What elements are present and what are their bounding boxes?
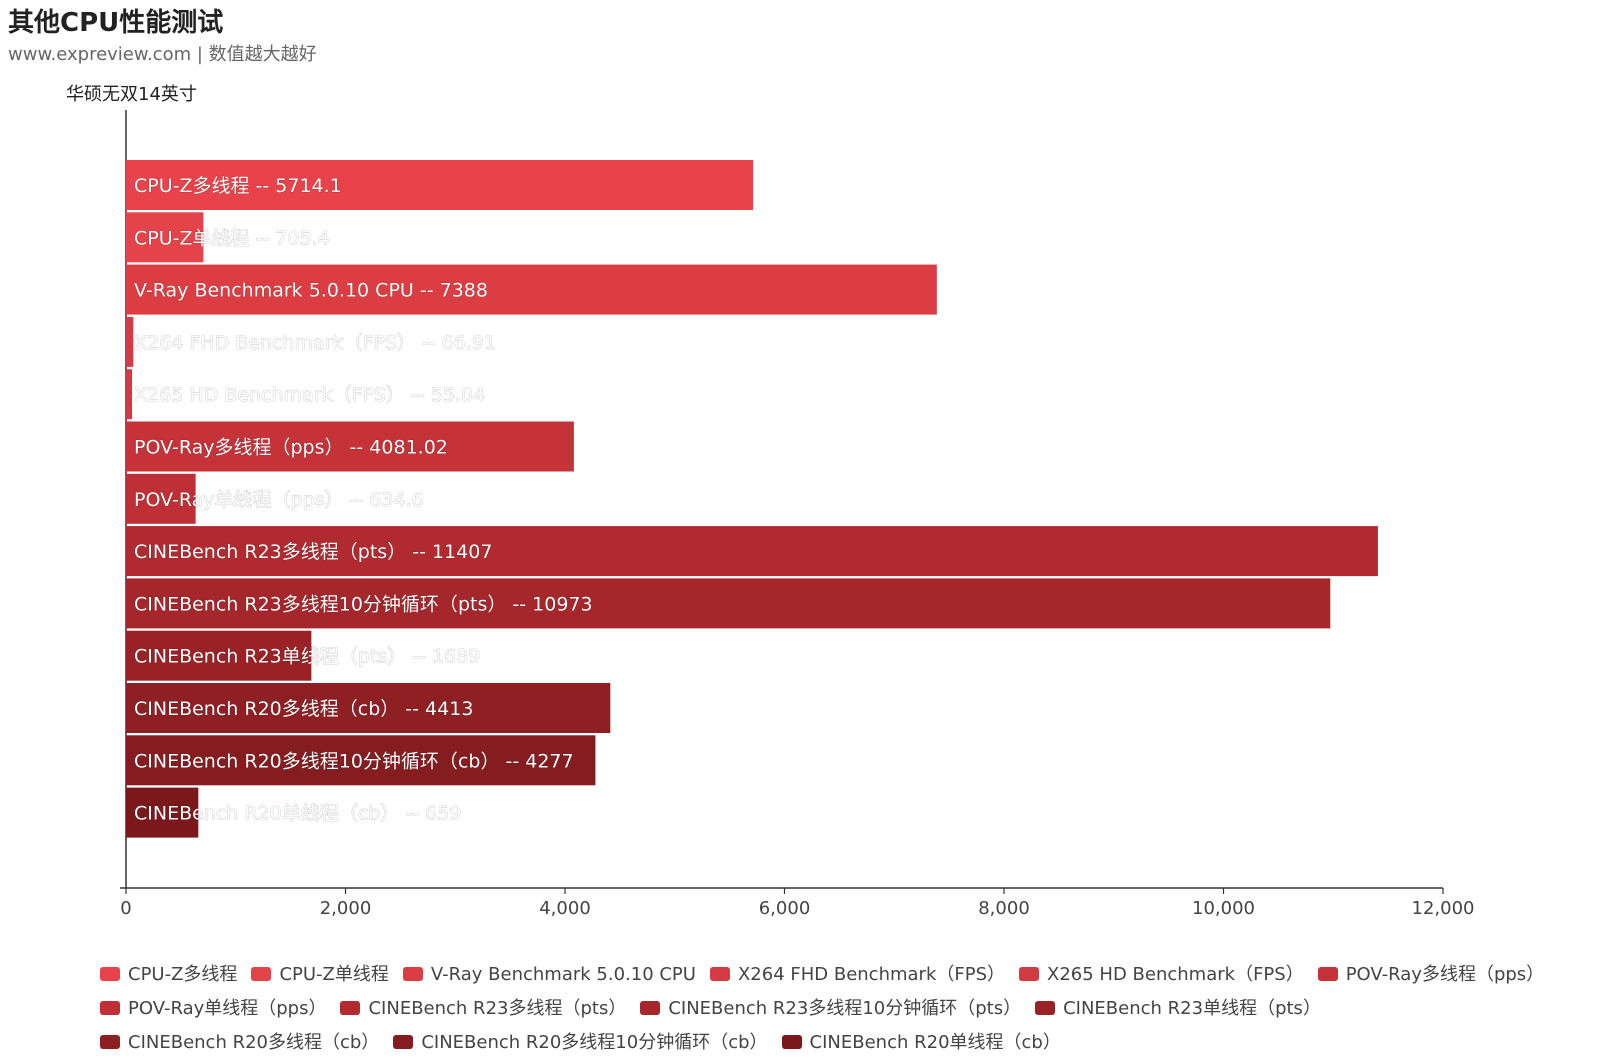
bar-data-label: CPU-Z多线程 -- 5714.1	[134, 175, 342, 197]
bar-data-label: CINEBench R20多线程10分钟循环（cb） -- 4277	[134, 750, 574, 772]
legend-item[interactable]: CPU-Z多线程	[100, 960, 237, 986]
legend-item[interactable]: CINEBench R20多线程（cb）	[100, 1028, 379, 1054]
legend-label: CINEBench R23单线程（pts）	[1063, 998, 1321, 1019]
legend-swatch	[340, 1001, 361, 1015]
legend-swatch	[100, 1035, 120, 1049]
bar	[126, 630, 312, 681]
legend-label: CINEBench R20单线程（cb）	[809, 1032, 1061, 1053]
bar-data-label: V-Ray Benchmark 5.0.10 CPU -- 7388	[134, 280, 488, 302]
bar	[126, 264, 937, 315]
legend-item[interactable]: X264 FHD Benchmark（FPS）	[709, 960, 1006, 986]
legend-swatch	[1035, 1001, 1056, 1015]
legend-label: POV-Ray多线程（pps）	[1345, 964, 1545, 985]
legend-item[interactable]: CINEBench R23多线程（pts）	[340, 994, 626, 1020]
x-tick-label: 0	[120, 898, 131, 919]
bar-data-label: CINEBench R20多线程（cb） -- 4413	[134, 698, 473, 720]
bar	[126, 369, 133, 420]
legend-label: CPU-Z单线程	[279, 964, 389, 985]
bar-data-label: CPU-Z单线程 -- 705.4	[134, 227, 330, 249]
legend-label: CPU-Z多线程	[128, 964, 238, 985]
legend-swatch	[100, 1001, 120, 1015]
bar-data-label: POV-Ray单线程（pps） -- 634.6	[134, 489, 424, 511]
bar	[126, 421, 574, 472]
legend-label: POV-Ray单线程（pps）	[128, 998, 327, 1019]
legend-item[interactable]: POV-Ray多线程（pps）	[1317, 960, 1545, 986]
legend-item[interactable]: CPU-Z单线程	[251, 960, 389, 986]
legend-label: CINEBench R23多线程10分钟循环（pts）	[668, 998, 1022, 1019]
legend-swatch	[402, 967, 423, 981]
bar	[126, 473, 196, 524]
bar	[126, 735, 596, 786]
legend-swatch	[781, 1035, 802, 1049]
bar	[126, 316, 134, 367]
legend-label: CINEBench R23多线程（pts）	[368, 998, 627, 1019]
legend-swatch	[100, 967, 120, 981]
legend-swatch	[640, 1001, 661, 1015]
legend-label: X265 HD Benchmark（FPS）	[1047, 964, 1304, 985]
x-tick-label: 2,000	[320, 898, 372, 919]
x-tick-label: 4,000	[539, 898, 591, 919]
legend-item[interactable]: CINEBench R23多线程10分钟循环（pts）	[640, 994, 1021, 1020]
legend-swatch	[393, 1035, 414, 1049]
bar	[126, 787, 199, 838]
chart-subtitle: www.expreview.com | 数值越大越好	[8, 44, 317, 65]
bar	[126, 526, 1378, 577]
legend-label: CINEBench R20多线程（cb）	[128, 1032, 380, 1053]
legend-label: V-Ray Benchmark 5.0.10 CPU	[430, 964, 696, 985]
bar-chart: 0 2,000 4,000 6,000 8,000 10,000 12,000 CPU-Z多线…	[120, 110, 1475, 919]
bar	[126, 578, 1331, 629]
x-tick-label: 10,000	[1192, 898, 1255, 919]
bar-data-label: CINEBench R20单线程（cb） -- 659	[134, 803, 461, 825]
bar	[126, 212, 204, 263]
bar	[126, 160, 754, 210]
legend-label: X264 FHD Benchmark（FPS）	[737, 964, 1006, 985]
legend-label: CINEBench R20多线程10分钟循环（cb）	[421, 1032, 768, 1053]
legend-item[interactable]: CINEBench R23单线程（pts）	[1035, 994, 1321, 1020]
legend-item[interactable]: CINEBench R20多线程10分钟循环（cb）	[393, 1028, 768, 1054]
legend-item[interactable]: CINEBench R20单线程（cb）	[781, 1028, 1061, 1054]
series-name-label: 华硕无双14英寸	[66, 84, 197, 105]
bar-data-label: POV-Ray多线程（pps） -- 4081.02	[134, 437, 448, 459]
bar-data-label: CINEBench R23多线程10分钟循环（pts） -- 10973	[134, 593, 593, 615]
x-tick-label: 12,000	[1412, 898, 1475, 919]
legend-item[interactable]: V-Ray Benchmark 5.0.10 CPU	[402, 964, 696, 985]
legend-item[interactable]: POV-Ray单线程（pps）	[100, 994, 326, 1020]
bar-data-label: X264 FHD Benchmark（FPS） -- 66.91	[134, 332, 496, 354]
chart-title: 其他CPU性能测试	[8, 8, 224, 38]
bar-data-label: X265 HD Benchmark（FPS） -- 55.04	[134, 384, 485, 406]
chart-legend: CPU-Z多线程 CPU-Z单线程 V-Ray Benchmark 5.0.10 C…	[100, 960, 1560, 1062]
legend-item[interactable]: X265 HD Benchmark（FPS）	[1019, 960, 1304, 986]
legend-swatch	[1019, 967, 1040, 981]
bar-data-label: CINEBench R23单线程（pts） -- 1689	[134, 646, 480, 668]
x-tick-label: 8,000	[978, 898, 1030, 919]
legend-swatch	[1317, 967, 1338, 981]
x-tick-label: 6,000	[759, 898, 811, 919]
legend-swatch	[251, 967, 272, 981]
legend-swatch	[709, 967, 730, 981]
bar-data-label: CINEBench R23多线程（pts） -- 11407	[134, 541, 492, 563]
bar	[126, 683, 611, 733]
